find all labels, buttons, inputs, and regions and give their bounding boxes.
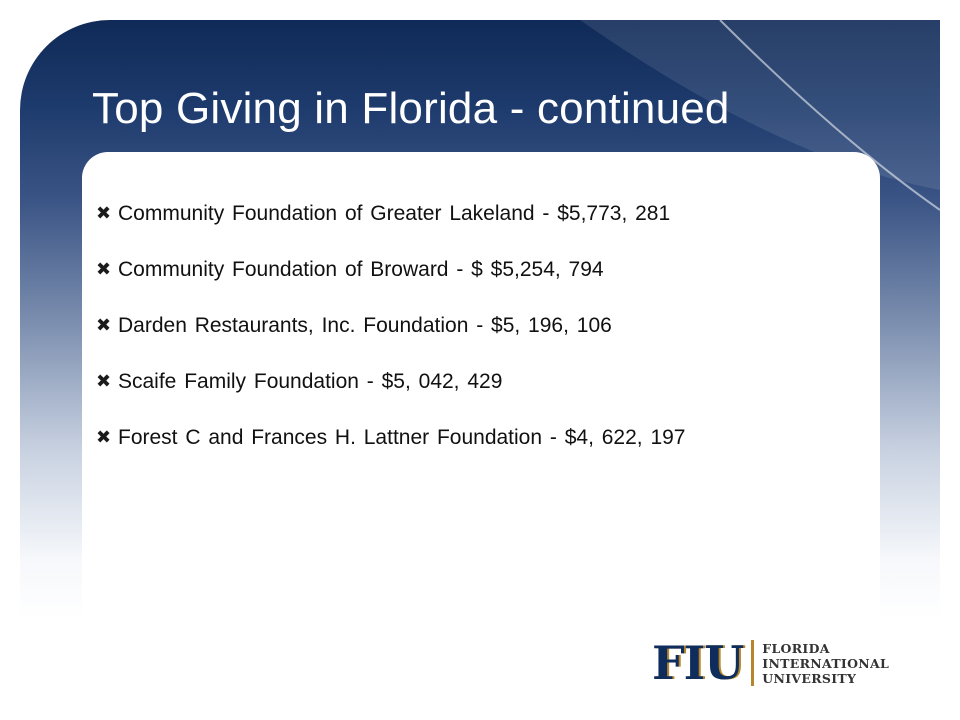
bullet-text: Community Foundation of Broward - $ $5,2… (118, 258, 604, 281)
fiu-logo-wordmark: FLORIDA INTERNATIONAL UNIVERSITY (762, 641, 889, 686)
slide-title: Top Giving in Florida - continued (92, 84, 730, 133)
content-panel (82, 152, 880, 622)
heavy-x-icon: ✖ (96, 203, 112, 224)
logo-line-university: UNIVERSITY (762, 670, 857, 686)
bullet-item: ✖ Forest C and Frances H. Lattner Founda… (96, 422, 856, 454)
fiu-logo-mark: FIU (652, 636, 744, 690)
fiu-logo: FIU FLORIDA INTERNATIONAL UNIVERSITY (652, 638, 889, 688)
decorative-curves (580, 20, 940, 211)
curve-line (719, 20, 940, 211)
bullet-list: ✖ Community Foundation of Greater Lakela… (96, 198, 856, 478)
bullet-text: Darden Restaurants, Inc. Foundation - $5… (118, 314, 612, 337)
bullet-text: Scaife Family Foundation - $5, 042, 429 (118, 370, 503, 393)
curve-highlight (580, 20, 940, 190)
heavy-x-icon: ✖ (96, 259, 112, 280)
bullet-item: ✖ Darden Restaurants, Inc. Foundation - … (96, 310, 856, 342)
bullet-item: ✖ Community Foundation of Greater Lakela… (96, 198, 856, 230)
heavy-x-icon: ✖ (96, 427, 112, 448)
bullet-item: ✖ Community Foundation of Broward - $ $5… (96, 254, 856, 286)
heavy-x-icon: ✖ (96, 315, 112, 336)
logo-line-florida: FLORIDA (762, 640, 830, 656)
bullet-item: ✖ Scaife Family Foundation - $5, 042, 42… (96, 366, 856, 398)
logo-line-international: INTERNATIONAL (762, 655, 890, 671)
bullet-text: Forest C and Frances H. Lattner Foundati… (118, 426, 686, 449)
logo-divider (751, 640, 755, 686)
bullet-text: Community Foundation of Greater Lakeland… (118, 202, 671, 225)
heavy-x-icon: ✖ (96, 371, 112, 392)
